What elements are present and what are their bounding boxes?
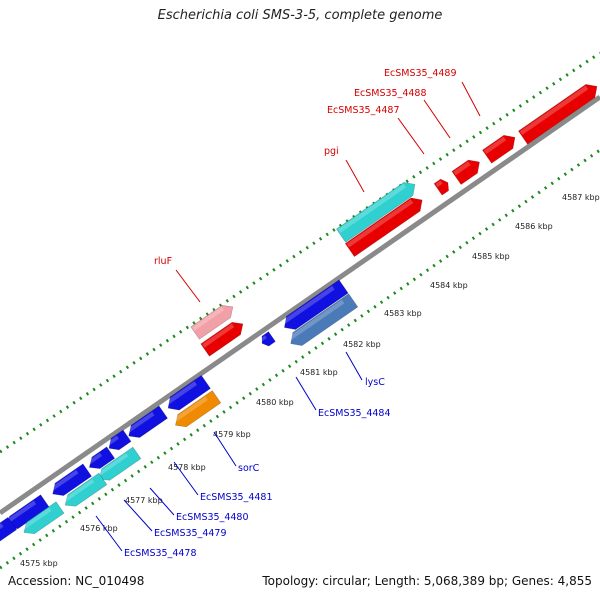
gene-pgi-highlight bbox=[346, 199, 414, 248]
gene-sorC bbox=[175, 390, 222, 428]
gene-label-leader bbox=[123, 499, 153, 532]
gene-reverse-4480 bbox=[108, 429, 132, 451]
feature-layer bbox=[0, 84, 598, 543]
gene-EcSMS35_4488 bbox=[482, 134, 516, 164]
gene-label-leader bbox=[423, 99, 451, 139]
gene-label: EcSMS35_4488 bbox=[354, 88, 427, 99]
gene-EcSMS35_4489 bbox=[518, 84, 598, 145]
gene-label-leader bbox=[295, 376, 317, 411]
gene-label-leader bbox=[175, 269, 201, 303]
rna-feature-edge-highlight bbox=[21, 507, 52, 531]
rna-feature-upper bbox=[336, 182, 416, 243]
accession-text: Accession: NC_010498 bbox=[8, 574, 145, 588]
gene-fragment-4486 bbox=[433, 178, 449, 196]
tick-label: 4578 kbp bbox=[168, 463, 206, 472]
tick-label: 4576 kbp bbox=[80, 524, 118, 533]
gene-label: EcSMS35_4481 bbox=[200, 492, 273, 503]
gene-reverse-4480-highlight bbox=[106, 435, 119, 446]
rna-feature-mid bbox=[98, 446, 142, 481]
gene-reverse-4483-highlight bbox=[281, 285, 335, 325]
gene-label-leader bbox=[345, 351, 363, 381]
gene-reverse-4479 bbox=[88, 446, 116, 469]
gene-reverse-4482-highlight bbox=[164, 381, 198, 406]
gene-label-leader bbox=[95, 515, 123, 552]
tick-label: 4583 kbp bbox=[384, 309, 422, 318]
gene-label: EcSMS35_4484 bbox=[318, 408, 391, 419]
gene-label-leader bbox=[345, 159, 365, 193]
gene-small-reverse-highlight bbox=[260, 335, 267, 342]
gene-label-leader bbox=[213, 431, 237, 467]
gene-label-leader bbox=[461, 81, 481, 117]
gene-rluF bbox=[200, 321, 244, 357]
rna-feature-edge bbox=[23, 501, 65, 535]
map-title: Escherichia coli SMS-3-5, complete genom… bbox=[157, 8, 443, 23]
gene-EcSMS35_4487 bbox=[451, 159, 480, 185]
gene-reverse-4481-highlight bbox=[125, 411, 155, 434]
tick-label: 4582 kbp bbox=[343, 340, 381, 349]
gene-label: lysC bbox=[365, 377, 385, 388]
tick-label: 4581 kbp bbox=[300, 368, 338, 377]
gene-EcSMS35_4489-highlight bbox=[519, 85, 589, 135]
tick-label: 4580 kbp bbox=[256, 398, 294, 407]
gene-reverse-4481 bbox=[128, 405, 168, 438]
gene-rluF-pseudo bbox=[190, 304, 234, 340]
gene-label: rluF bbox=[154, 256, 172, 267]
tick-label: 4575 kbp bbox=[20, 559, 58, 568]
tick-label: 4579 kbp bbox=[213, 430, 251, 439]
tick-label: 4585 kbp bbox=[472, 252, 510, 261]
genome-summary-text: Topology: circular; Length: 5,068,389 bp… bbox=[262, 574, 592, 588]
gene-sorC-highlight bbox=[172, 396, 208, 423]
gene-lysC-highlight bbox=[287, 299, 345, 341]
gene-fragment-4486-highlight bbox=[435, 180, 443, 188]
gene-label-leader bbox=[397, 117, 425, 155]
gene-reverse-4482 bbox=[167, 374, 211, 411]
tick-label: 4587 kbp bbox=[562, 193, 600, 202]
gc-track-lower bbox=[0, 148, 600, 570]
gene-label: EcSMS35_4487 bbox=[327, 105, 400, 116]
rna-feature-upper-highlight bbox=[337, 183, 407, 233]
gene-reverse-4483 bbox=[284, 279, 349, 330]
gene-EcSMS35_4487-highlight bbox=[453, 161, 471, 176]
tick-label: 4577 kbp bbox=[125, 496, 163, 505]
gene-reverse-4479-highlight bbox=[86, 452, 103, 466]
genome-backbone bbox=[0, 94, 600, 516]
gene-label-leader bbox=[149, 487, 175, 516]
rna-feature-mid-highlight bbox=[96, 453, 129, 477]
gene-reverse-edge-2 bbox=[0, 516, 18, 543]
tick-layer: 4575 kbp 4576 kbp 4577 kbp 4578 kbp 4579 kbp… bbox=[20, 193, 600, 568]
gene-label: EcSMS35_4489 bbox=[384, 68, 457, 79]
gene-label: pgi bbox=[324, 146, 339, 157]
rna-feature-lower bbox=[64, 472, 108, 507]
gc-track-upper bbox=[0, 51, 600, 454]
gene-pgi bbox=[344, 197, 423, 258]
gene-small-reverse bbox=[261, 331, 276, 347]
gene-label: EcSMS35_4479 bbox=[154, 528, 227, 539]
gene-rluF-pseudo-highlight bbox=[192, 306, 225, 331]
gene-lysC bbox=[290, 293, 359, 346]
gene-label: sorC bbox=[238, 463, 260, 474]
gene-label: EcSMS35_4478 bbox=[124, 548, 197, 559]
rna-feature-lower-highlight bbox=[62, 479, 95, 503]
gene-EcSMS35_4488-highlight bbox=[483, 136, 507, 154]
tick-label: 4586 kbp bbox=[515, 222, 553, 231]
gene-rluF-highlight bbox=[202, 323, 235, 348]
tick-label: 4584 kbp bbox=[430, 281, 468, 290]
gene-label: EcSMS35_4480 bbox=[176, 512, 249, 523]
gene-reverse-4478 bbox=[52, 463, 92, 496]
gene-label-leader bbox=[173, 461, 199, 496]
gene-reverse-edge-1-highlight bbox=[4, 500, 37, 525]
gene-reverse-4478-highlight bbox=[49, 469, 79, 492]
